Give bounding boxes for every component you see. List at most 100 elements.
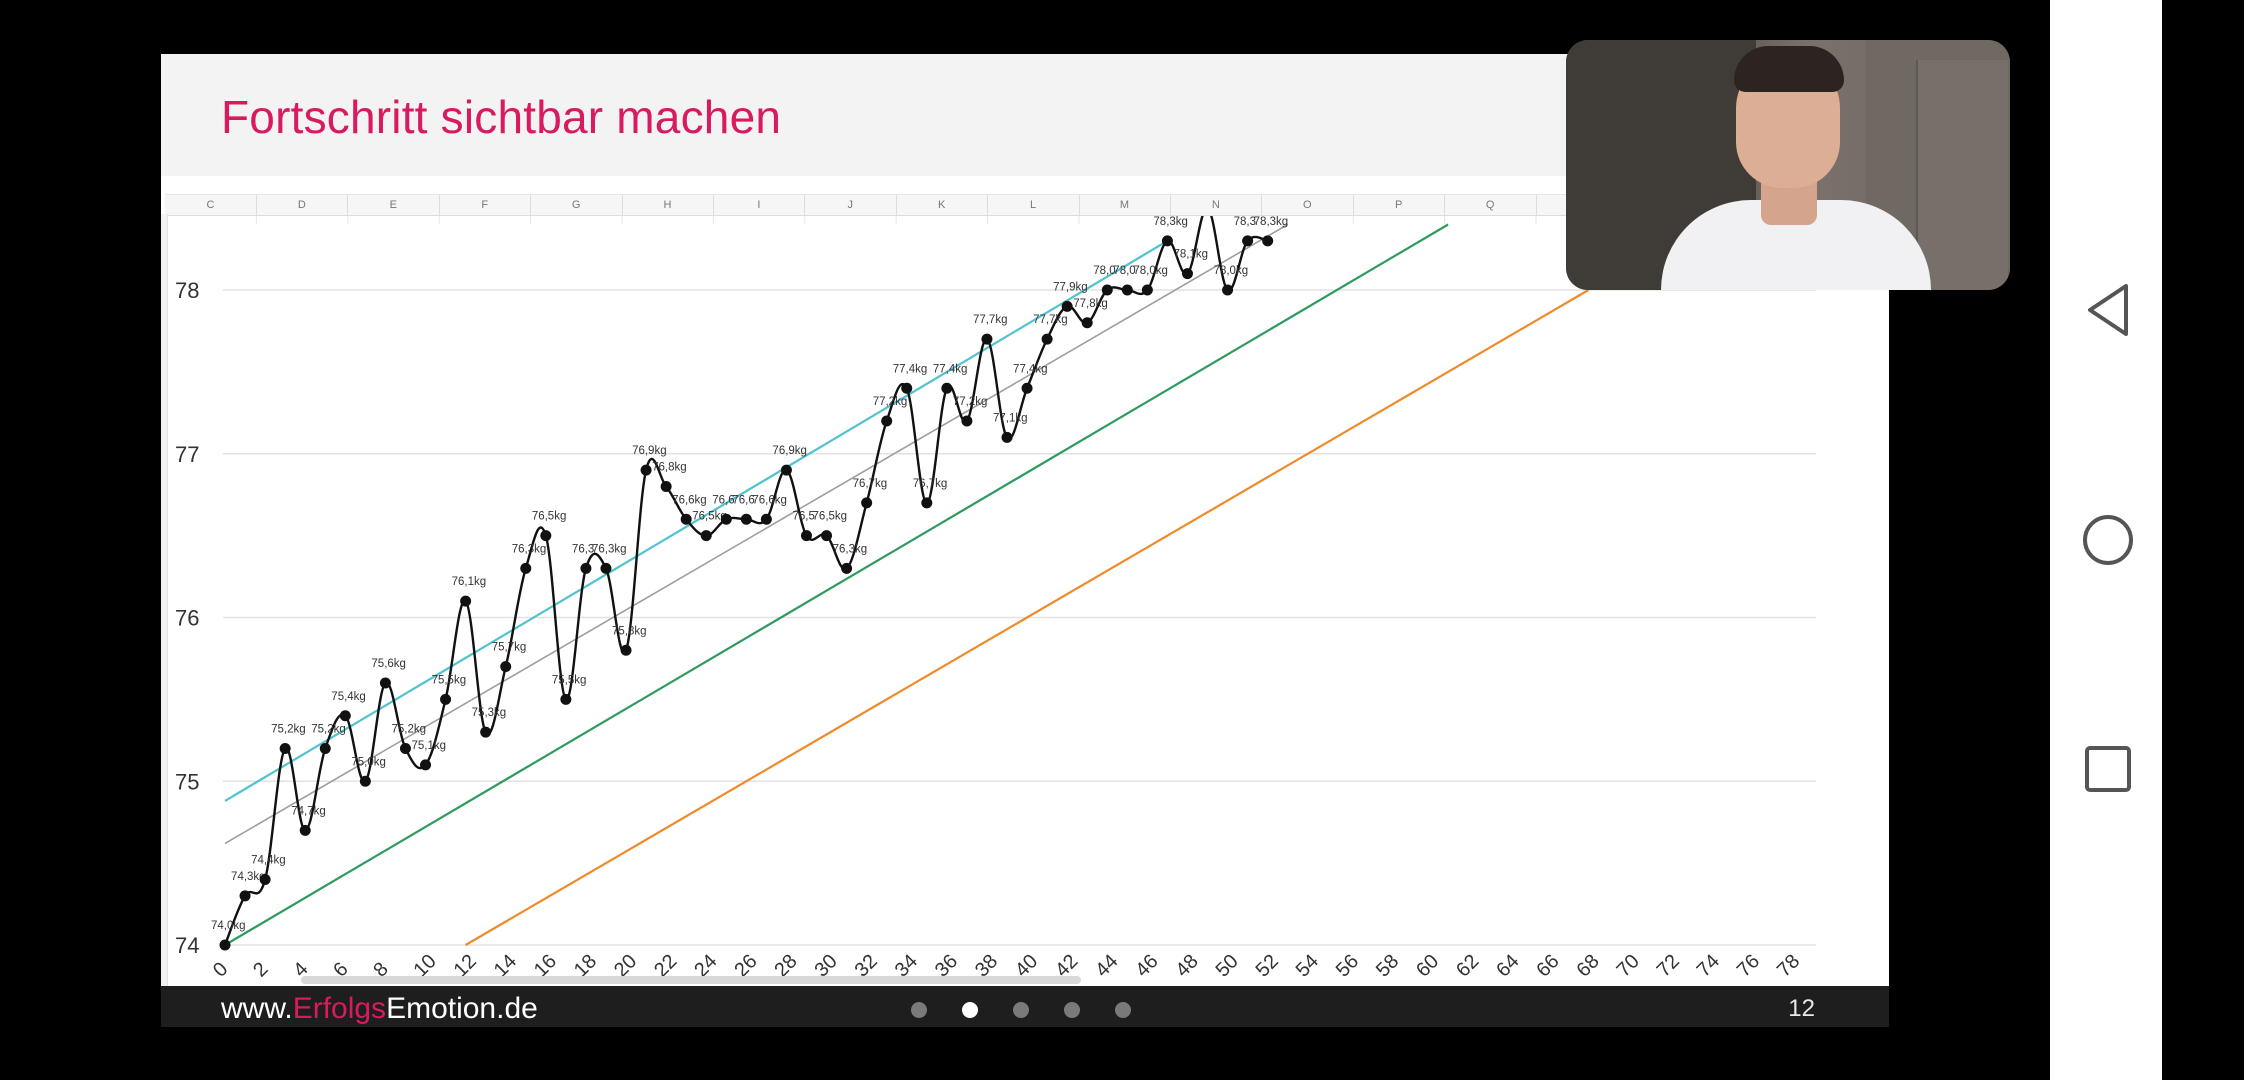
weight-data-point: [941, 382, 953, 394]
column-header-l: L: [988, 195, 1080, 215]
x-tick-label: 56: [1332, 950, 1363, 981]
weight-data-label: 75,0kg: [351, 756, 386, 768]
pagination-dot-3[interactable]: [1013, 1002, 1029, 1018]
weight-data-point: [1021, 382, 1033, 394]
weight-data-label: 78,0: [1093, 265, 1115, 277]
chart-horizontal-scrollbar[interactable]: [301, 976, 1081, 984]
x-tick-label: 66: [1532, 950, 1563, 981]
weight-data-label: 76,7kg: [913, 478, 948, 490]
x-tick-label: 0: [209, 958, 232, 981]
weight-data-label: 77,4kg: [1013, 363, 1048, 375]
x-tick-label: 74: [1693, 950, 1724, 981]
weight-data-point: [420, 759, 432, 771]
weight-data-label: 77,4kg: [893, 363, 928, 375]
pagination-dot-5[interactable]: [1115, 1002, 1131, 1018]
column-header-o: O: [1262, 195, 1354, 215]
slide-page-number: 12: [1788, 995, 1815, 1022]
weight-data-point: [399, 743, 411, 754]
pagination-dot-2[interactable]: [962, 1002, 978, 1018]
y-tick-label: 75: [175, 769, 199, 794]
weight-data-point: [560, 693, 572, 705]
weight-data-label: 75,2kg: [271, 724, 306, 736]
weight-data-point: [1161, 235, 1173, 247]
weight-data-label: 76,3kg: [592, 543, 627, 555]
weight-data-label: 76,6kg: [672, 494, 707, 506]
weight-data-point: [800, 530, 812, 542]
column-header-i: I: [713, 195, 806, 215]
footer-website[interactable]: www.ErfolgsEmotion.de: [221, 992, 538, 1026]
x-tick-label: 62: [1452, 950, 1483, 981]
y-tick-label: 76: [175, 606, 199, 631]
weight-data-label: 76,1kg: [452, 576, 487, 588]
weight-data-point: [1061, 300, 1073, 312]
weight-data-label: 77,2kg: [953, 396, 988, 408]
weight-data-label: 74,0kg: [211, 920, 246, 932]
x-tick-label: 44: [1091, 950, 1122, 981]
weight-data-label: 75,4kg: [331, 691, 366, 703]
weight-data-label: 75,2kg: [311, 724, 346, 736]
column-header-d: D: [256, 195, 349, 215]
weight-data-point: [440, 693, 452, 705]
x-tick-label: 72: [1653, 950, 1684, 981]
weight-data-point: [1001, 431, 1013, 443]
weight-data-point: [600, 562, 612, 574]
weight-data-label: 78,3kg: [1254, 216, 1289, 228]
screen-edge: [2162, 0, 2244, 1080]
weight-data-point: [1181, 268, 1193, 280]
weight-data-label: 76,3kg: [512, 543, 547, 555]
weight-data-label: 75,7kg: [492, 642, 527, 654]
presenter-hair: [1734, 46, 1844, 92]
x-tick-label: 58: [1372, 950, 1403, 981]
weight-data-label: 74,7kg: [291, 805, 326, 817]
y-tick-label: 77: [175, 442, 199, 467]
y-tick-label: 78: [175, 278, 199, 303]
weight-data-label: 77,2kg: [873, 396, 908, 408]
goal-line-line: [465, 289, 1590, 946]
weight-data-point: [540, 530, 552, 542]
weight-data-label: 77,7kg: [973, 314, 1008, 326]
x-tick-label: 48: [1171, 950, 1202, 981]
weight-data-point: [319, 743, 331, 754]
weight-data-label: 77,1kg: [993, 412, 1028, 424]
column-header-n: N: [1170, 195, 1263, 215]
weight-series-line: [223, 216, 1268, 946]
footer-url-accent: Erfolgs: [292, 992, 387, 1025]
weight-data-point: [981, 333, 993, 345]
weight-data-point: [620, 644, 632, 656]
pagination-dot-1[interactable]: [911, 1002, 927, 1018]
x-tick-label: 54: [1292, 950, 1323, 981]
weight-data-point: [339, 710, 351, 722]
weight-data-label: 78,1kg: [1173, 249, 1208, 261]
weight-data-point: [861, 497, 873, 509]
x-tick-label: 2: [249, 958, 272, 981]
column-header-q: Q: [1445, 195, 1537, 215]
weight-data-point: [1141, 284, 1153, 296]
x-tick-label: 60: [1412, 950, 1443, 981]
column-header-m: M: [1079, 195, 1171, 215]
weight-data-point: [500, 661, 512, 673]
weight-data-label: 75,6kg: [371, 658, 406, 670]
weight-data-point: [299, 824, 311, 836]
avg-trend-line: [224, 223, 1289, 845]
weight-data-label: 78,0: [1113, 265, 1135, 277]
home-button[interactable]: [2080, 508, 2144, 572]
weight-data-label: 76,5kg: [532, 511, 567, 523]
weight-data-label: 75,1kg: [412, 740, 447, 752]
slide-title: Fortschritt sichtbar machen: [221, 91, 782, 143]
weight-data-point: [1041, 333, 1053, 345]
weight-data-label: 76,7kg: [853, 478, 888, 490]
x-tick-label: 46: [1131, 950, 1162, 981]
pagination-dot-4[interactable]: [1064, 1002, 1080, 1018]
weight-data-point: [901, 382, 913, 394]
weight-data-label: 76,6: [732, 494, 754, 506]
x-tick-label: 70: [1613, 950, 1644, 981]
webcam-video-overlay[interactable]: [1566, 40, 2010, 290]
weight-data-label: 75,5kg: [552, 674, 587, 686]
column-header-e: E: [348, 195, 440, 215]
column-header-h: H: [622, 195, 714, 215]
recents-button[interactable]: [2080, 738, 2144, 802]
weight-data-point: [821, 530, 833, 542]
weight-data-point: [640, 464, 652, 476]
weight-data-point: [700, 530, 712, 542]
back-button[interactable]: [2080, 278, 2144, 342]
